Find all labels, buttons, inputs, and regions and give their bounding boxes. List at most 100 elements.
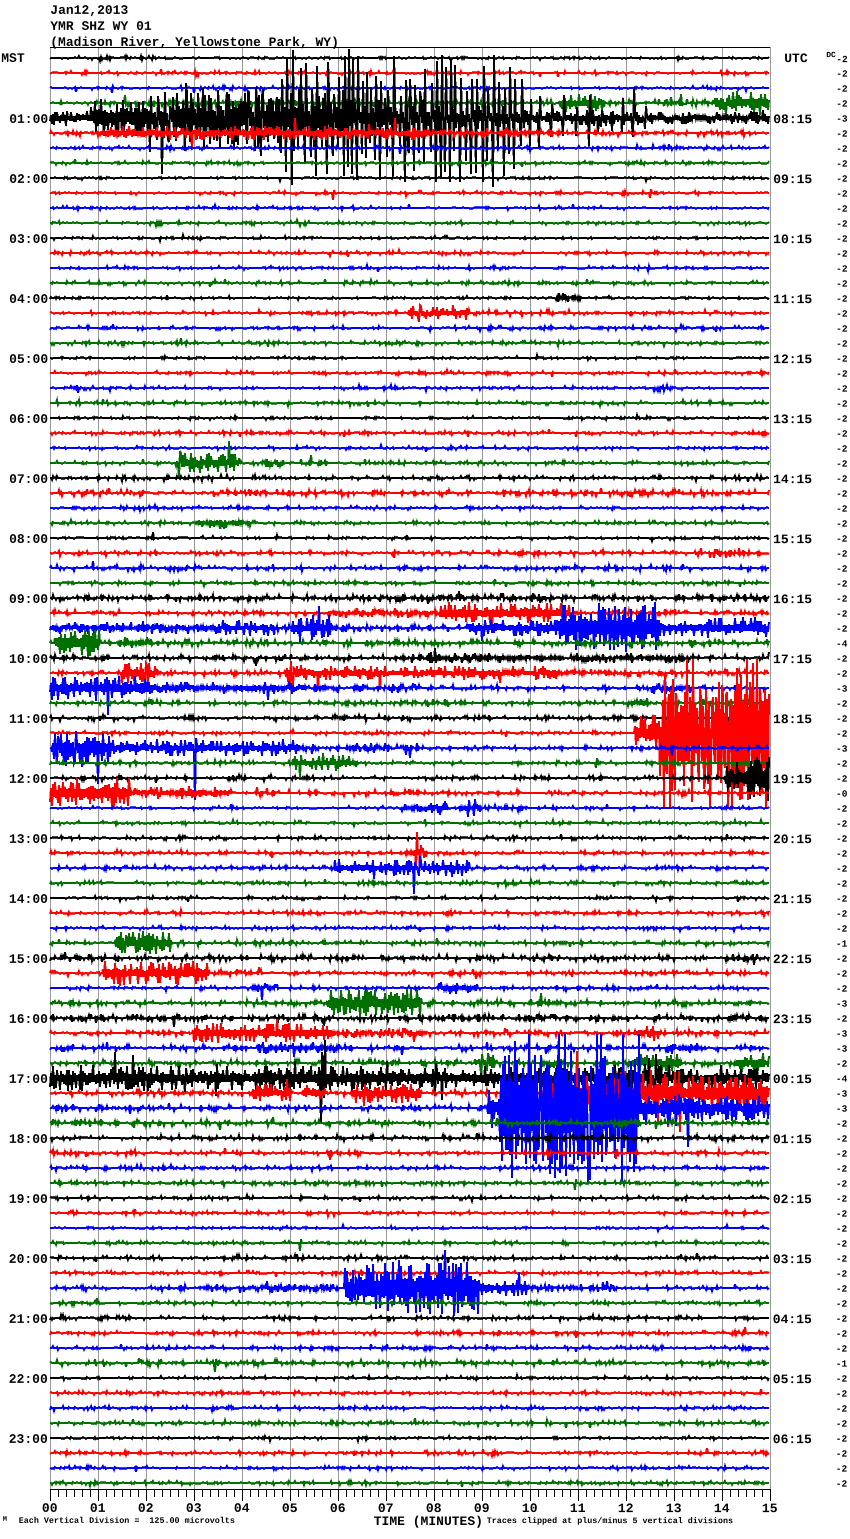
svg-text:22:00: 22:00 xyxy=(9,1372,48,1387)
svg-text:-2: -2 xyxy=(836,249,848,260)
svg-text:-2: -2 xyxy=(836,1284,848,1295)
svg-text:-2: -2 xyxy=(836,339,848,350)
svg-text:05:00: 05:00 xyxy=(9,352,48,367)
svg-text:04:15: 04:15 xyxy=(773,1312,812,1327)
svg-text:19:00: 19:00 xyxy=(9,1192,48,1207)
svg-text:Each Vertical Division = 125.: Each Vertical Division = 125.00 microvol… xyxy=(19,1516,235,1526)
svg-text:20:15: 20:15 xyxy=(773,832,812,847)
svg-text:UTC: UTC xyxy=(784,51,808,66)
svg-text:08: 08 xyxy=(426,1501,442,1516)
svg-text:13:00: 13:00 xyxy=(9,832,48,847)
svg-text:-2: -2 xyxy=(836,1389,848,1400)
svg-text:-3: -3 xyxy=(836,1044,848,1055)
svg-text:-2: -2 xyxy=(836,654,848,665)
svg-text:-2: -2 xyxy=(836,309,848,320)
svg-text:11: 11 xyxy=(570,1501,586,1516)
svg-text:21:15: 21:15 xyxy=(773,892,812,907)
svg-text:-2: -2 xyxy=(836,894,848,905)
svg-text:00: 00 xyxy=(42,1501,58,1516)
svg-text:-2: -2 xyxy=(836,459,848,470)
svg-text:-2: -2 xyxy=(836,834,848,845)
svg-text:-2: -2 xyxy=(836,234,848,245)
svg-text:DC: DC xyxy=(826,51,836,60)
svg-text:Traces clipped at plus/minus 5: Traces clipped at plus/minus 5 vertical … xyxy=(487,1516,733,1526)
svg-text:-2: -2 xyxy=(836,1134,848,1145)
svg-text:-3: -3 xyxy=(836,999,848,1010)
svg-text:-2: -2 xyxy=(836,129,848,140)
svg-text:-2: -2 xyxy=(836,1224,848,1235)
svg-text:11:00: 11:00 xyxy=(9,712,48,727)
svg-text:-3: -3 xyxy=(836,1104,848,1115)
svg-text:-3: -3 xyxy=(836,684,848,695)
svg-text:16:15: 16:15 xyxy=(773,592,812,607)
svg-text:12:00: 12:00 xyxy=(9,772,48,787)
svg-text:-2: -2 xyxy=(836,489,848,500)
svg-text:06:00: 06:00 xyxy=(9,412,48,427)
svg-text:-2: -2 xyxy=(836,714,848,725)
svg-text:-2: -2 xyxy=(836,384,848,395)
svg-text:-2: -2 xyxy=(836,969,848,980)
svg-text:-2: -2 xyxy=(836,1374,848,1385)
svg-text:-2: -2 xyxy=(836,549,848,560)
svg-text:17:15: 17:15 xyxy=(773,652,812,667)
svg-text:14: 14 xyxy=(714,1501,730,1516)
svg-text:-2: -2 xyxy=(836,1194,848,1205)
svg-text:-2: -2 xyxy=(836,414,848,425)
svg-text:07: 07 xyxy=(378,1501,394,1516)
svg-text:-2: -2 xyxy=(836,219,848,230)
svg-text:-2: -2 xyxy=(836,1299,848,1310)
svg-text:YMR SHZ WY 01: YMR SHZ WY 01 xyxy=(50,19,152,34)
svg-text:-2: -2 xyxy=(836,354,848,365)
svg-text:-2: -2 xyxy=(836,1014,848,1025)
svg-text:-2: -2 xyxy=(836,144,848,155)
svg-text:-2: -2 xyxy=(836,819,848,830)
svg-text:-2: -2 xyxy=(836,804,848,815)
svg-text:-2: -2 xyxy=(836,984,848,995)
svg-text:08:15: 08:15 xyxy=(773,112,812,127)
svg-text:-2: -2 xyxy=(836,774,848,785)
svg-text:01:00: 01:00 xyxy=(9,112,48,127)
svg-text:12:15: 12:15 xyxy=(773,352,812,367)
svg-text:05:15: 05:15 xyxy=(773,1372,812,1387)
svg-text:-2: -2 xyxy=(836,264,848,275)
svg-text:-3: -3 xyxy=(836,1029,848,1040)
svg-text:-2: -2 xyxy=(836,1179,848,1190)
svg-text:-2: -2 xyxy=(836,1464,848,1475)
svg-text:Jan12,2013: Jan12,2013 xyxy=(50,3,128,18)
svg-text:-2: -2 xyxy=(836,279,848,290)
svg-text:17:00: 17:00 xyxy=(9,1072,48,1087)
svg-text:-2: -2 xyxy=(836,1119,848,1130)
svg-text:-2: -2 xyxy=(836,444,848,455)
svg-text:09:00: 09:00 xyxy=(9,592,48,607)
svg-text:10:00: 10:00 xyxy=(9,652,48,667)
svg-text:-3: -3 xyxy=(836,744,848,755)
svg-text:MST: MST xyxy=(1,51,25,66)
svg-text:02:00: 02:00 xyxy=(9,172,48,187)
svg-text:-2: -2 xyxy=(836,1479,848,1490)
svg-text:-1: -1 xyxy=(836,1359,848,1370)
svg-text:-2: -2 xyxy=(836,429,848,440)
svg-text:-2: -2 xyxy=(836,99,848,110)
svg-text:-2: -2 xyxy=(836,369,848,380)
svg-text:09:15: 09:15 xyxy=(773,172,812,187)
svg-text:-2: -2 xyxy=(836,1404,848,1415)
svg-text:TIME (MINUTES): TIME (MINUTES) xyxy=(374,1514,483,1529)
svg-text:08:00: 08:00 xyxy=(9,532,48,547)
svg-text:-2: -2 xyxy=(836,624,848,635)
svg-text:16:00: 16:00 xyxy=(9,1012,48,1027)
svg-text:-4: -4 xyxy=(836,1074,848,1085)
svg-text:-2: -2 xyxy=(836,729,848,740)
svg-text:-2: -2 xyxy=(836,189,848,200)
svg-text:-2: -2 xyxy=(836,294,848,305)
svg-text:-2: -2 xyxy=(836,669,848,680)
svg-text:22:15: 22:15 xyxy=(773,952,812,967)
svg-text:11:15: 11:15 xyxy=(773,292,812,307)
svg-text:-2: -2 xyxy=(836,924,848,935)
svg-text:20:00: 20:00 xyxy=(9,1252,48,1267)
svg-text:-2: -2 xyxy=(836,1314,848,1325)
svg-text:-2: -2 xyxy=(836,1434,848,1445)
svg-text:-2: -2 xyxy=(836,759,848,770)
svg-text:02:15: 02:15 xyxy=(773,1192,812,1207)
svg-text:10: 10 xyxy=(522,1501,538,1516)
svg-text:-2: -2 xyxy=(836,204,848,215)
